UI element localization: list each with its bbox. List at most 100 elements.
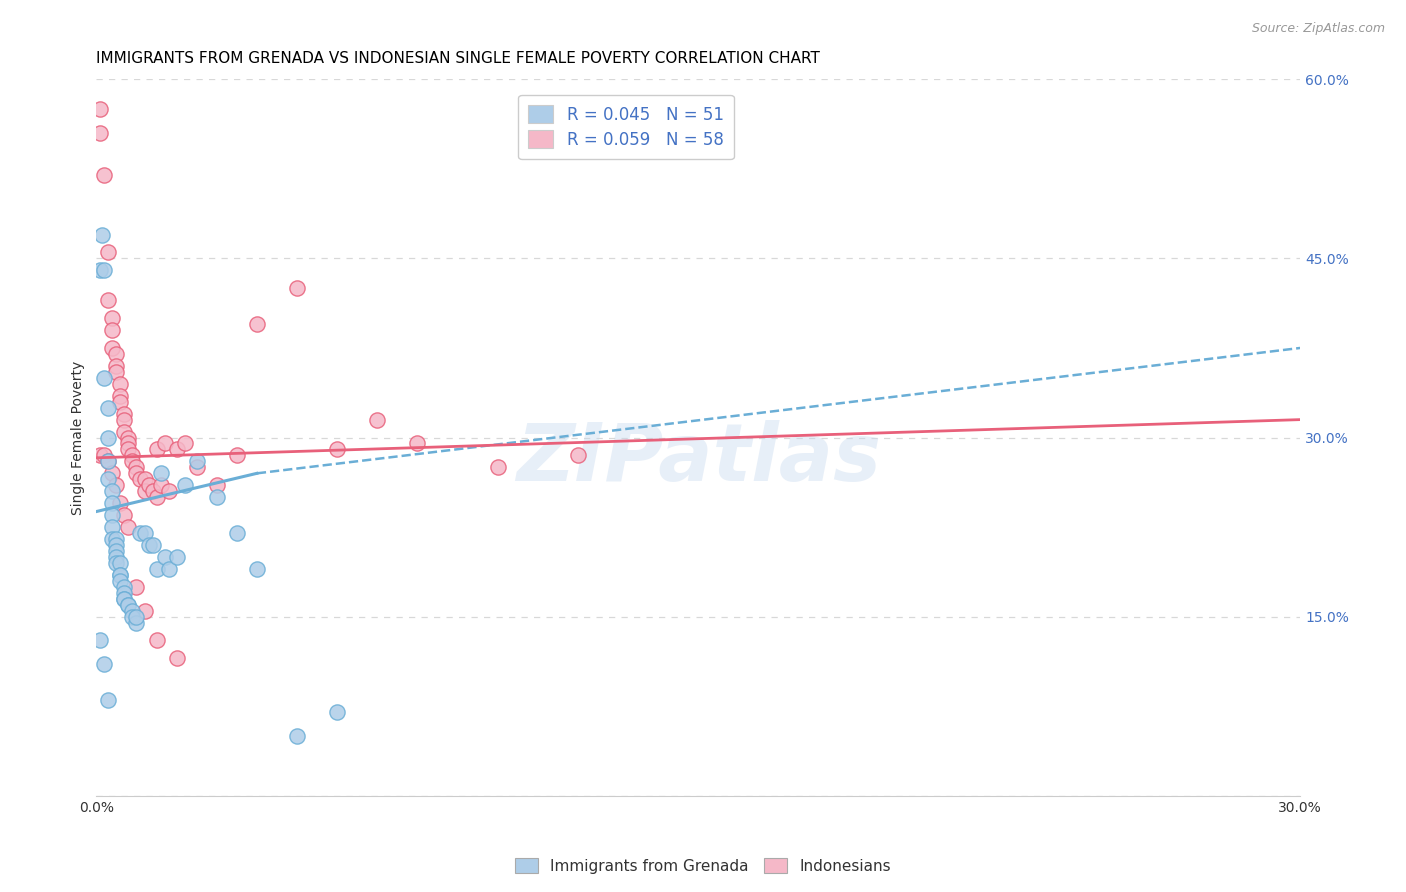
Point xyxy=(129,472,152,486)
Point xyxy=(105,549,128,564)
Point xyxy=(97,430,120,444)
Point xyxy=(134,472,156,486)
Point xyxy=(173,478,195,492)
Point xyxy=(117,520,139,534)
Point xyxy=(205,490,228,504)
Point xyxy=(110,574,132,588)
Point xyxy=(134,526,156,541)
Point xyxy=(129,526,152,541)
Point xyxy=(166,651,188,665)
Point xyxy=(101,311,124,326)
Point xyxy=(486,460,509,475)
Point xyxy=(114,425,136,439)
Point xyxy=(149,478,172,492)
Point xyxy=(110,376,132,391)
Point xyxy=(105,478,128,492)
Point xyxy=(101,508,124,522)
Point xyxy=(110,389,132,403)
Point xyxy=(153,549,176,564)
Point xyxy=(114,508,136,522)
Legend: Immigrants from Grenada, Indonesians: Immigrants from Grenada, Indonesians xyxy=(509,852,897,880)
Point xyxy=(125,615,148,630)
Point xyxy=(166,549,188,564)
Point xyxy=(97,245,120,260)
Point xyxy=(89,449,111,463)
Text: ZIPatlas: ZIPatlas xyxy=(516,420,880,498)
Point xyxy=(166,442,188,457)
Point xyxy=(93,263,115,277)
Point xyxy=(89,126,111,140)
Point xyxy=(101,520,124,534)
Point xyxy=(89,102,111,116)
Text: IMMIGRANTS FROM GRENADA VS INDONESIAN SINGLE FEMALE POVERTY CORRELATION CHART: IMMIGRANTS FROM GRENADA VS INDONESIAN SI… xyxy=(97,51,820,66)
Point xyxy=(121,609,143,624)
Point xyxy=(97,454,120,468)
Point xyxy=(567,449,589,463)
Point xyxy=(97,693,120,707)
Point xyxy=(326,442,349,457)
Point xyxy=(186,460,208,475)
Point xyxy=(117,442,139,457)
Point xyxy=(121,449,143,463)
Point xyxy=(117,598,139,612)
Point xyxy=(225,526,247,541)
Point xyxy=(138,478,160,492)
Point xyxy=(93,449,115,463)
Point xyxy=(117,436,139,450)
Point xyxy=(117,598,139,612)
Point xyxy=(205,478,228,492)
Point xyxy=(89,633,111,648)
Point xyxy=(97,454,120,468)
Point xyxy=(406,436,429,450)
Point xyxy=(114,412,136,426)
Point xyxy=(105,544,128,558)
Point xyxy=(101,323,124,337)
Point xyxy=(157,484,180,499)
Point xyxy=(105,538,128,552)
Point xyxy=(101,467,124,481)
Point xyxy=(105,532,128,546)
Point xyxy=(114,585,136,599)
Point xyxy=(125,460,148,475)
Point xyxy=(105,365,128,379)
Point xyxy=(121,604,143,618)
Point xyxy=(149,467,172,481)
Point xyxy=(101,484,124,499)
Text: Source: ZipAtlas.com: Source: ZipAtlas.com xyxy=(1251,22,1385,36)
Point xyxy=(114,407,136,421)
Point xyxy=(366,412,388,426)
Legend: R = 0.045   N = 51, R = 0.059   N = 58: R = 0.045 N = 51, R = 0.059 N = 58 xyxy=(519,95,734,159)
Point xyxy=(105,347,128,361)
Point xyxy=(114,580,136,594)
Point xyxy=(153,436,176,450)
Point xyxy=(134,604,156,618)
Point xyxy=(101,496,124,510)
Point xyxy=(93,657,115,672)
Point xyxy=(110,496,132,510)
Point xyxy=(246,562,269,576)
Point xyxy=(246,317,269,331)
Point xyxy=(89,263,111,277)
Point xyxy=(285,729,308,743)
Point xyxy=(186,454,208,468)
Point xyxy=(114,591,136,606)
Point xyxy=(138,538,160,552)
Point xyxy=(114,591,136,606)
Point xyxy=(110,394,132,409)
Point xyxy=(145,633,167,648)
Point xyxy=(125,609,148,624)
Point xyxy=(145,442,167,457)
Point xyxy=(141,484,163,499)
Point xyxy=(117,430,139,444)
Point xyxy=(110,567,132,582)
Point xyxy=(105,556,128,570)
Point xyxy=(145,490,167,504)
Point xyxy=(141,538,163,552)
Point xyxy=(91,227,114,242)
Point xyxy=(285,281,308,295)
Point xyxy=(121,454,143,468)
Point xyxy=(157,562,180,576)
Point xyxy=(93,168,115,182)
Point xyxy=(326,705,349,719)
Point xyxy=(93,371,115,385)
